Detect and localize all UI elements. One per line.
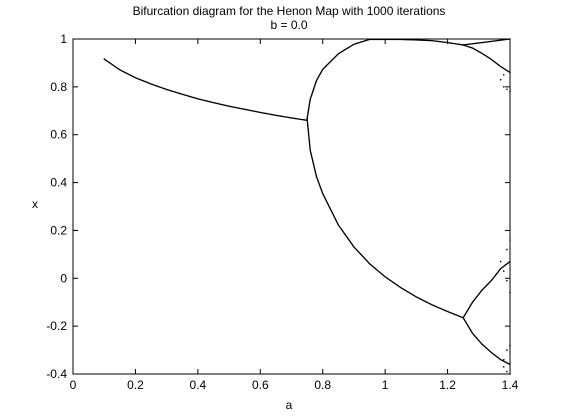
x-tick-label: 1 xyxy=(382,378,389,392)
data-point xyxy=(506,248,508,251)
y-tick-label: 0 xyxy=(60,271,67,285)
data-point xyxy=(502,358,505,361)
x-tick-label: 0 xyxy=(70,378,77,392)
x-axis-ticks: 0 0.2 0.4 0.6 0.8 1 1.2 1.4 xyxy=(70,39,519,392)
y-tick-label: 0.6 xyxy=(50,128,67,142)
y-tick-label: 0.8 xyxy=(50,80,67,94)
series-branch-2 xyxy=(306,117,464,319)
y-axis-ticks: -0.4 -0.2 0 0.2 0.4 0.6 0.8 1 xyxy=(46,32,510,381)
data-point xyxy=(502,74,505,76)
data-point xyxy=(502,366,505,368)
y-tick-label: -0.4 xyxy=(46,367,67,381)
chart-title: Bifurcation diagram for the Henon Map wi… xyxy=(133,4,446,18)
y-tick-label: 0.2 xyxy=(50,223,67,237)
x-tick-label: 1.2 xyxy=(439,378,456,392)
data-point xyxy=(502,270,505,272)
series-branch-0 xyxy=(103,58,308,122)
x-tick-label: 0.4 xyxy=(190,378,207,392)
series-branch-3 xyxy=(462,44,511,74)
y-tick-label: -0.2 xyxy=(46,319,67,333)
x-tick-label: 0.6 xyxy=(252,378,269,392)
data-point xyxy=(506,279,508,282)
data-point xyxy=(506,88,508,91)
data-point xyxy=(506,370,508,373)
chart-subtitle: b = 0.0 xyxy=(270,18,307,32)
x-tick-label: 1.4 xyxy=(502,378,519,392)
data-point xyxy=(499,78,502,81)
x-tick-label: 0.2 xyxy=(127,378,144,392)
data-point xyxy=(502,86,505,88)
y-tick-label: 0.4 xyxy=(50,176,67,190)
y-axis-label: x xyxy=(32,197,38,211)
x-axis-label: a xyxy=(286,398,293,412)
data-point xyxy=(499,260,502,263)
x-tick-label: 0.8 xyxy=(314,378,331,392)
y-tick-label: 1 xyxy=(60,32,67,46)
data-point xyxy=(506,349,508,351)
plot-area xyxy=(103,38,511,375)
axes-box xyxy=(72,38,511,375)
series-branch-6 xyxy=(462,260,511,319)
